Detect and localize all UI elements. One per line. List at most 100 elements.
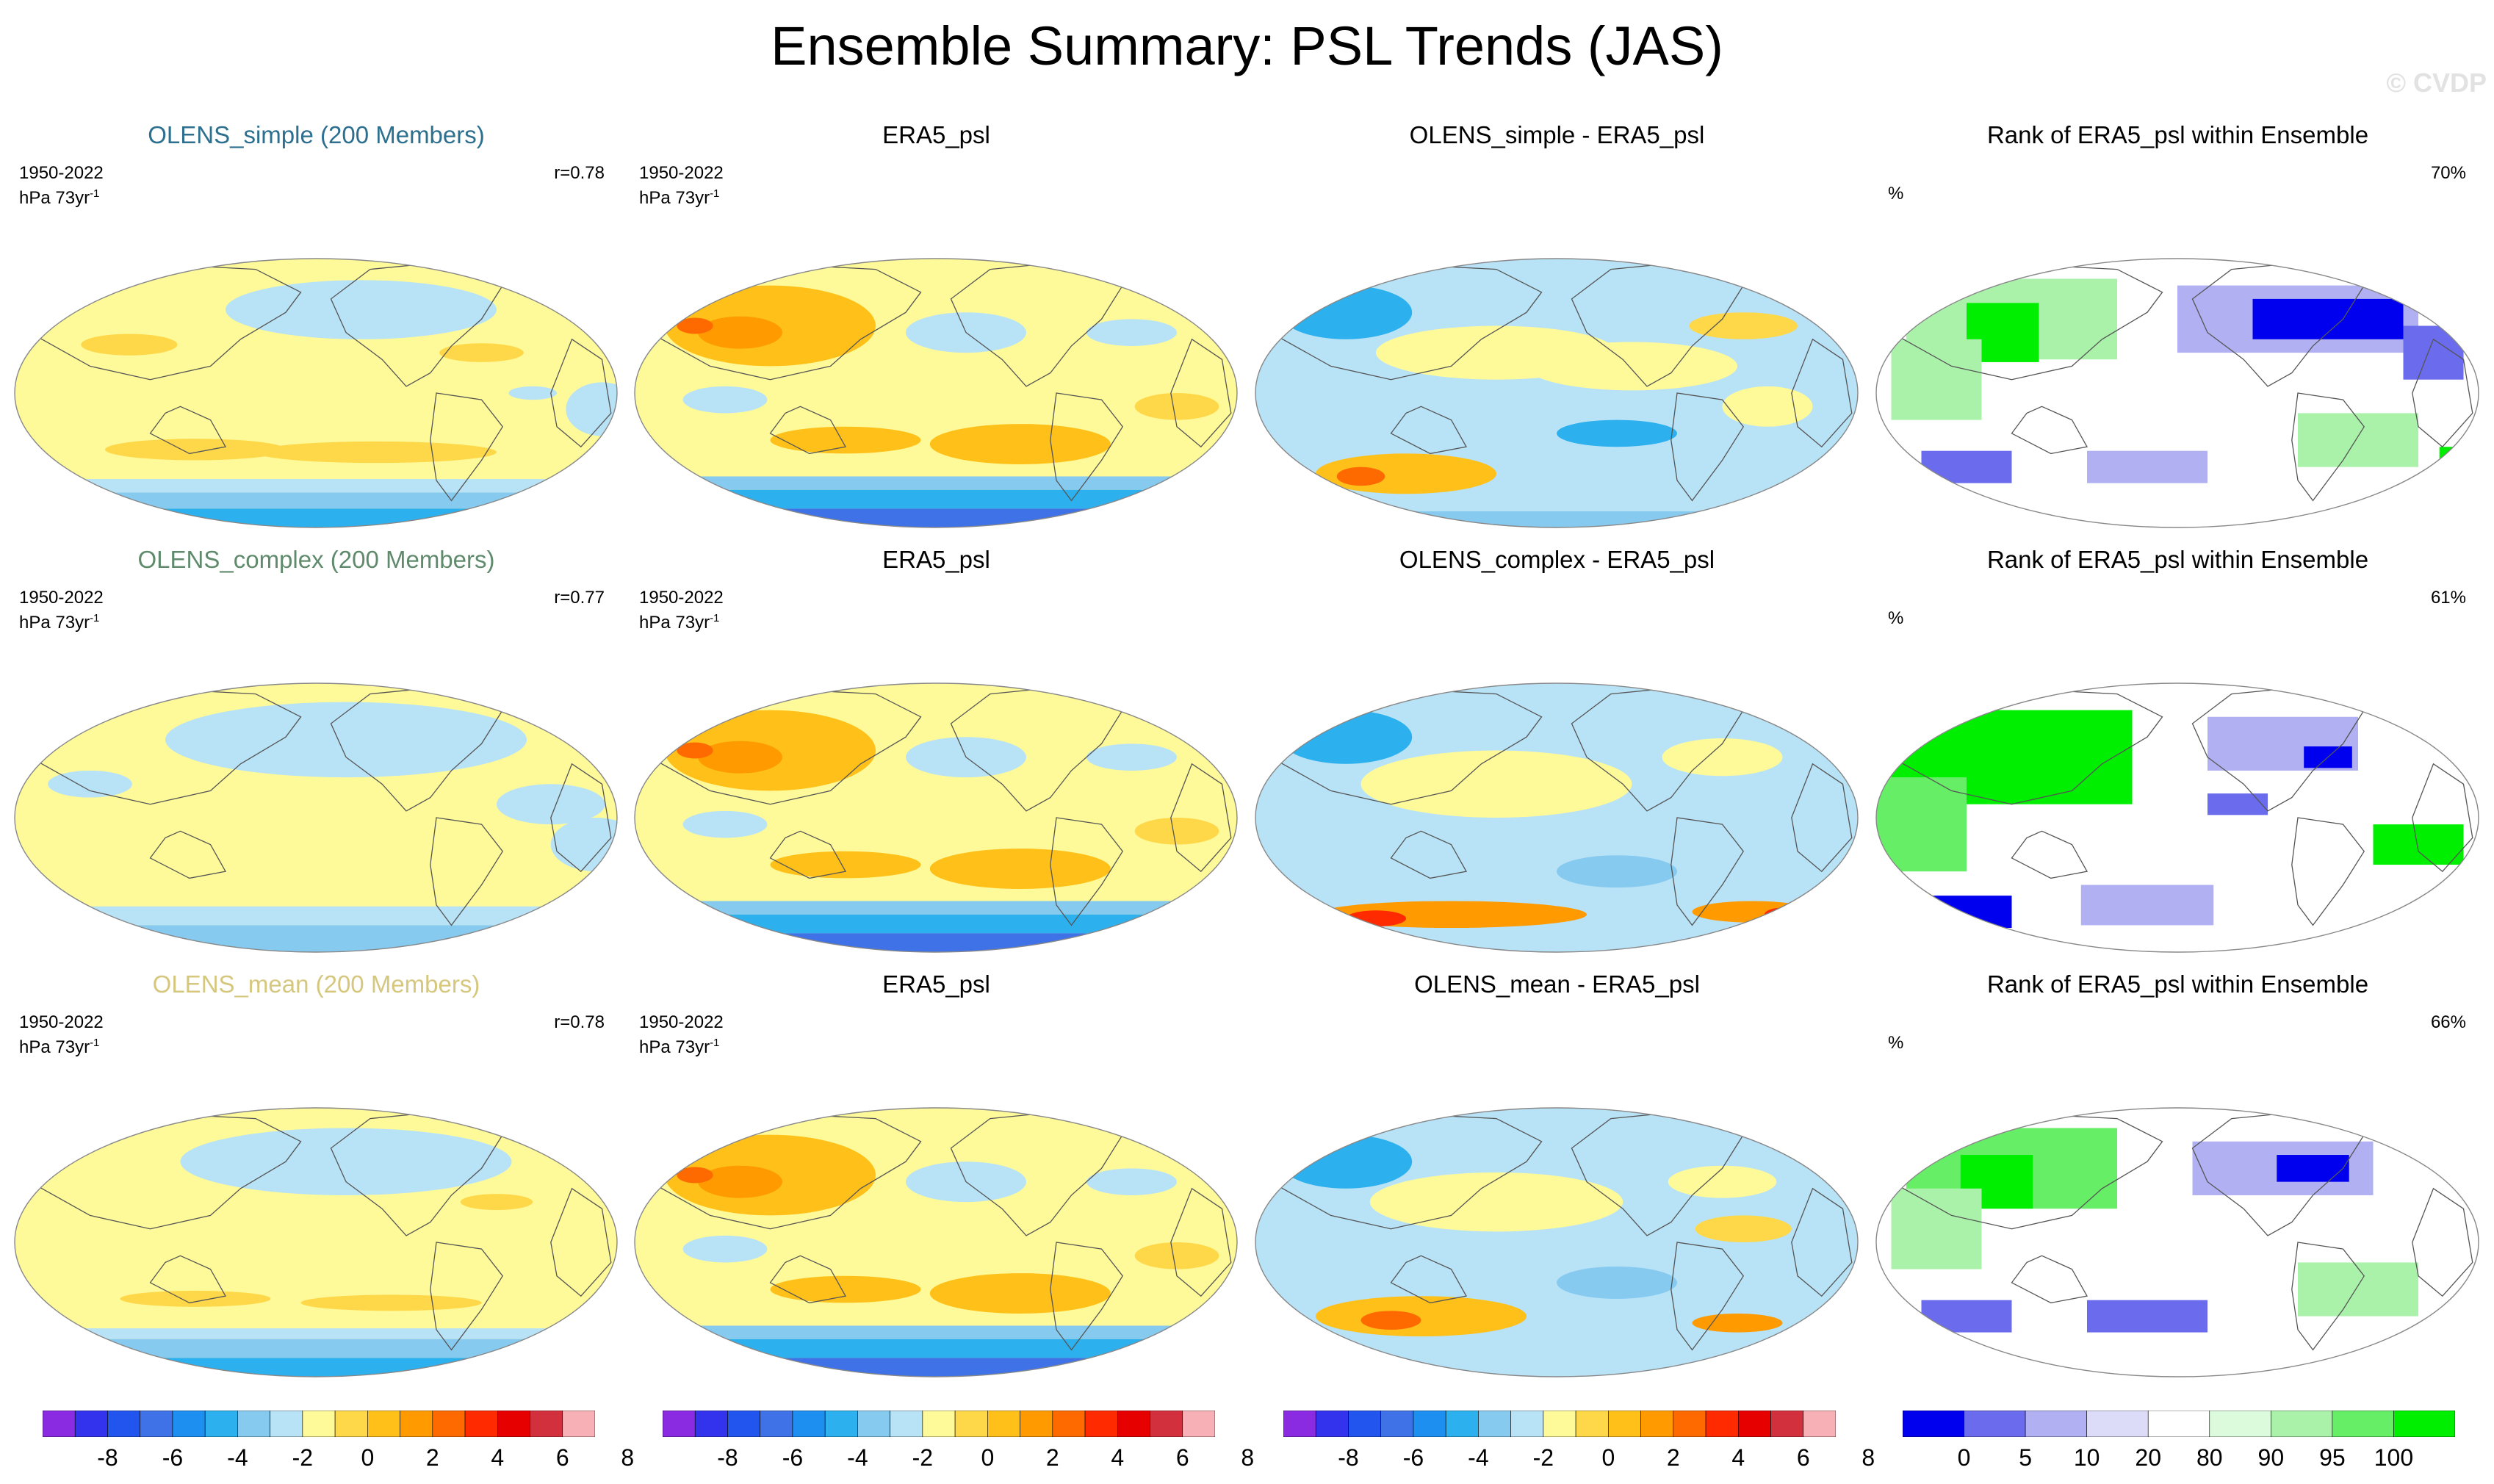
- trend-map: [634, 258, 1238, 528]
- colorbar-box: [1608, 1411, 1641, 1437]
- colorbar-box: [2025, 1411, 2087, 1437]
- colorbar-box: [2209, 1411, 2271, 1437]
- coastline: [1050, 1242, 1123, 1351]
- colorbar-box: [302, 1411, 336, 1437]
- units-superscript: -1: [90, 1037, 100, 1049]
- coastline: [1390, 830, 1468, 879]
- colorbar-box: [1150, 1411, 1183, 1437]
- period-label: 1950-2022: [19, 163, 104, 183]
- panel-rank-row2: Rank of ERA5_psl within Ensemble % 61%: [1867, 535, 2488, 961]
- contour-region: [1689, 312, 1798, 339]
- contour-region: [1346, 910, 1406, 927]
- contour-region: [1170, 702, 1201, 713]
- colorbar-box: [2271, 1411, 2333, 1437]
- colorbar-box: [1020, 1411, 1053, 1437]
- colorbar-tick-label: 8: [1862, 1444, 1875, 1471]
- map-fill: [15, 259, 617, 527]
- colorbar-tick-label: 90: [2257, 1444, 2285, 1471]
- panel-member-row3: OLENS_mean (200 Members) 1950-2022 hPa 73…: [6, 959, 627, 1386]
- contour-region: [1764, 907, 1801, 921]
- units-superscript: -1: [710, 612, 720, 624]
- colorbar-rank: 0 5 10 20 80 90 95 100: [1903, 1411, 2455, 1477]
- colorbar-tick-label: -8: [1338, 1444, 1359, 1471]
- period-units-label: 1950-2022 hPa 73yr-1: [19, 588, 104, 633]
- rank-unit: %: [1888, 184, 1904, 203]
- colorbar-tick-label: 20: [2135, 1444, 2162, 1471]
- colorbar-box: [1413, 1411, 1446, 1437]
- coastline: [1390, 1255, 1468, 1304]
- map-border: [1255, 682, 1859, 953]
- contour-region: [1360, 750, 1632, 818]
- contour-region: [48, 770, 132, 798]
- contour-region: [508, 386, 557, 400]
- colorbar-tick-label: -8: [97, 1444, 118, 1471]
- panel-diff-row1: OLENS_simple - ERA5_psl: [1247, 110, 1867, 536]
- contour-region: [770, 426, 921, 454]
- coastline: [1671, 1242, 1744, 1351]
- period-label: 1950-2022: [19, 1012, 104, 1032]
- contour-region: [1086, 743, 1177, 771]
- colorbar-box: [2086, 1411, 2149, 1437]
- colorbar-box: [1084, 1411, 1118, 1437]
- colorbar-boxes: [1903, 1411, 2455, 1437]
- coastline: [1170, 1187, 1232, 1297]
- trend-map: [634, 1107, 1238, 1377]
- map-fill: [1255, 259, 1858, 527]
- coastline: [1671, 817, 1744, 926]
- latitude-band: [635, 508, 1237, 527]
- coastline: [1121, 1110, 1178, 1136]
- contour-region: [698, 741, 782, 774]
- units-superscript: -1: [90, 612, 100, 624]
- colorbar-box: [1964, 1411, 2026, 1437]
- page-title: Ensemble Summary: PSL Trends (JAS): [771, 15, 1723, 76]
- contour-region: [120, 1290, 271, 1307]
- colorbar-box: [432, 1411, 466, 1437]
- coastline: [430, 392, 503, 502]
- map-fill: [1255, 683, 1858, 952]
- panel-obs-row3: ERA5_psl 1950-2022 hPa 73yr-1: [626, 959, 1247, 1386]
- colorbar-box: [1640, 1411, 1674, 1437]
- latitude-band: [1255, 511, 1858, 527]
- coastline: [1050, 817, 1123, 926]
- latitude-band: [15, 1339, 617, 1358]
- contour-region: [1170, 277, 1201, 289]
- panel-obs-row1: ERA5_psl 1950-2022 hPa 73yr-1: [626, 110, 1247, 536]
- colorbar-box: [824, 1411, 858, 1437]
- coastline: [149, 830, 227, 879]
- colorbar-box: [1478, 1411, 1511, 1437]
- contour-region: [1527, 342, 1737, 391]
- colorbar-box: [760, 1411, 793, 1437]
- latitude-band: [635, 1325, 1237, 1339]
- colorbar-tick-label: 10: [2073, 1444, 2100, 1471]
- contour-region: [698, 316, 782, 349]
- contour-region: [1695, 1215, 1792, 1242]
- rank-region: [1891, 1188, 1982, 1269]
- contour-region: [497, 784, 605, 825]
- colorbar-box: [1445, 1411, 1479, 1437]
- coastline: [1671, 392, 1744, 502]
- colorbar-box: [270, 1411, 303, 1437]
- rank-map: [1875, 258, 2479, 528]
- map-border: [14, 1107, 618, 1377]
- colorbar-tick-label: -4: [847, 1444, 868, 1471]
- contour-region: [1279, 285, 1413, 339]
- coastline: [1742, 261, 1798, 287]
- coastline: [1050, 392, 1123, 502]
- colorbar-trend-1: -8 -6 -4 -2 0 2 4 6 8: [43, 1411, 634, 1477]
- colorbar-box: [792, 1411, 826, 1437]
- latitude-band: [635, 914, 1237, 934]
- obs-title: ERA5_psl: [882, 121, 990, 148]
- rank-region: [2298, 1262, 2418, 1316]
- difference-map: [1255, 258, 1859, 528]
- map-border: [1875, 258, 2479, 528]
- map-fill: [635, 259, 1237, 527]
- rank-region: [2277, 1155, 2349, 1182]
- contour-region: [81, 334, 178, 356]
- colorbar-box: [237, 1411, 270, 1437]
- colorbar-box: [1673, 1411, 1706, 1437]
- colorbar-trend-3: -8 -6 -4 -2 0 2 4 6 8: [1283, 1411, 1875, 1477]
- latitude-band: [635, 1339, 1237, 1358]
- coastline: [2011, 1255, 2088, 1304]
- contour-region: [682, 1235, 768, 1263]
- contour-region: [1134, 393, 1219, 420]
